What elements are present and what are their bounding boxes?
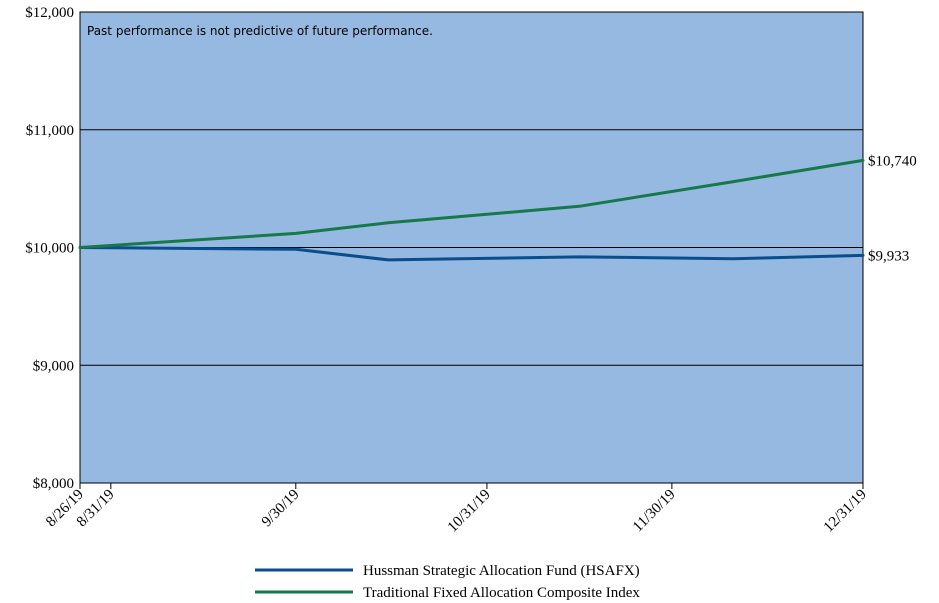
- series-end-label: $10,740: [868, 153, 917, 169]
- series-line: [78, 158, 865, 249]
- x-tick-label: 10/31/19: [445, 487, 494, 536]
- y-tick-label: $10,000: [25, 241, 74, 257]
- legend-label: Traditional Fixed Allocation Composite I…: [363, 585, 640, 601]
- y-tick-label: $9,000: [33, 358, 74, 374]
- series-lines: [78, 158, 865, 262]
- x-tick-label: 12/31/19: [821, 487, 870, 536]
- series-end-label: $9,933: [868, 248, 909, 264]
- end-labels: $9,933 $10,740: [868, 153, 917, 264]
- x-axis: 8/26/198/31/19 9/30/19 10/31/19 11/30/19 12/…: [43, 483, 870, 536]
- series-line: [78, 246, 865, 262]
- y-tick-label: $11,000: [26, 123, 74, 139]
- legend: Hussman Strategic Allocation Fund (HSAFX…: [255, 563, 640, 601]
- performance-note: Past performance is not predictive of fu…: [87, 24, 433, 38]
- legend-label: Hussman Strategic Allocation Fund (HSAFX…: [363, 563, 640, 579]
- y-tick-label: $8,000: [33, 476, 74, 492]
- x-tick-label: 9/30/19: [259, 487, 303, 531]
- y-tick-label: $12,000: [25, 5, 74, 21]
- y-axis: $12,000 $11,000 $10,000 $9,000 $8,000: [25, 5, 74, 492]
- x-tick-label: 11/30/19: [630, 487, 679, 536]
